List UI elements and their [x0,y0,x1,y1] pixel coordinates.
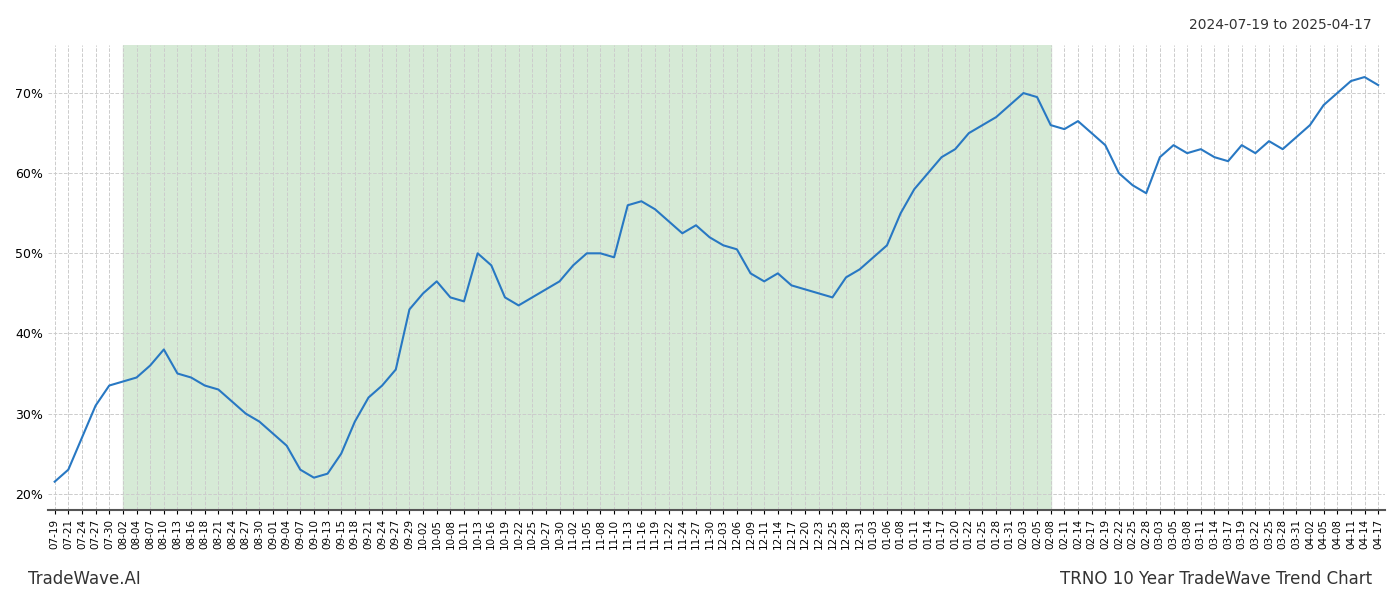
Bar [123,45,1051,510]
Text: TradeWave.AI: TradeWave.AI [28,570,141,588]
Text: 2024-07-19 to 2025-04-17: 2024-07-19 to 2025-04-17 [1190,18,1372,32]
Text: TRNO 10 Year TradeWave Trend Chart: TRNO 10 Year TradeWave Trend Chart [1060,570,1372,588]
